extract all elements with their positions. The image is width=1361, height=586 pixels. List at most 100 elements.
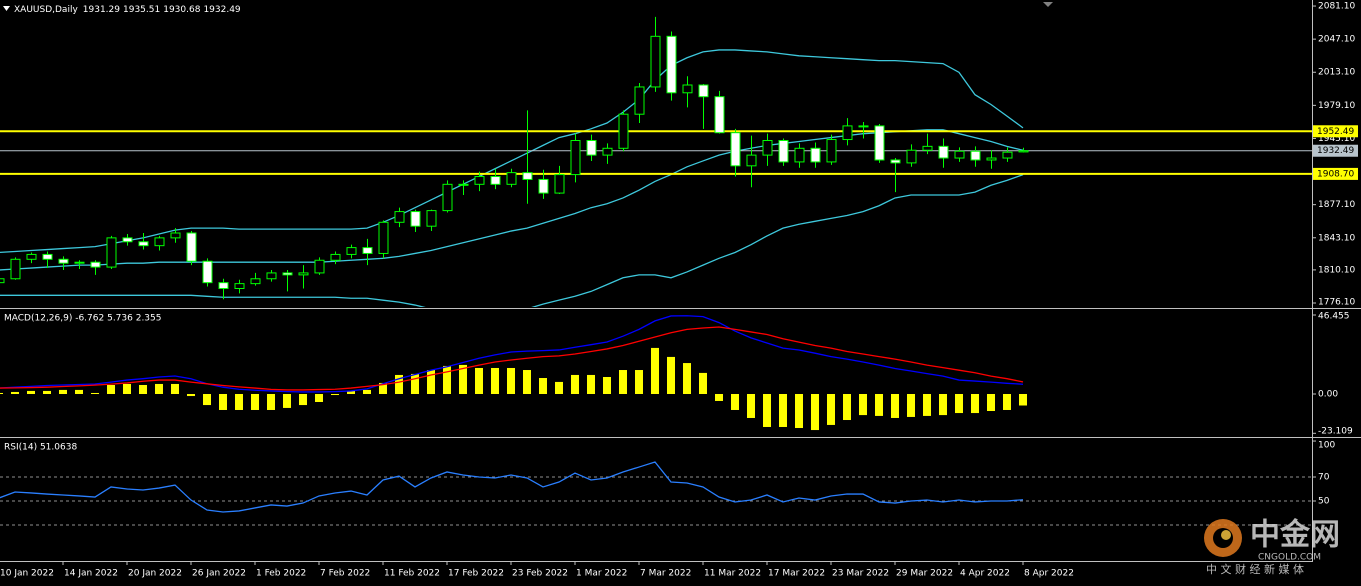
y-tick-label: -23.109 <box>1318 427 1353 437</box>
histogram-bar <box>539 378 547 394</box>
histogram-bar <box>107 384 115 394</box>
candle-body <box>106 237 117 268</box>
candle-body <box>266 272 277 280</box>
y-tick-label: 70 <box>1318 473 1330 483</box>
macd-line <box>0 326 1024 391</box>
candle-body <box>346 247 357 255</box>
histogram-bar <box>459 364 467 394</box>
candle-body <box>874 125 885 161</box>
histogram-bar <box>651 347 659 394</box>
candle-body <box>394 211 405 223</box>
histogram-bar <box>1019 394 1027 406</box>
histogram-bar <box>411 373 419 394</box>
candle-body <box>202 260 213 284</box>
candle-body <box>298 272 309 276</box>
candle-body <box>250 278 261 285</box>
histogram-bar <box>27 390 35 394</box>
histogram-bar <box>219 394 227 410</box>
watermark: 中金网 CNGOLD.COM 中 文 财 经 新 媒 体 <box>1204 518 1340 576</box>
ohlc-value: 1935.51 <box>123 5 160 15</box>
candle-body <box>474 176 485 185</box>
histogram-bar <box>155 383 163 394</box>
histogram-bar <box>251 394 259 410</box>
candle-body <box>938 145 949 159</box>
histogram-bar <box>139 384 147 394</box>
histogram-bar <box>267 394 275 410</box>
x-tick-label: 4 Apr 2022 <box>960 569 1010 579</box>
x-tick-label: 17 Mar 2022 <box>768 569 825 579</box>
histogram-bar <box>619 370 627 394</box>
bollinger-band <box>0 49 1024 254</box>
candle-body <box>234 283 245 290</box>
y-tick-label: 1810.10 <box>1318 265 1355 275</box>
histogram-bar <box>75 389 83 394</box>
candle-body <box>218 282 229 290</box>
histogram-bar <box>779 394 787 427</box>
candle-body <box>954 150 965 159</box>
candle-body <box>330 253 341 261</box>
x-tick-label: 23 Mar 2022 <box>832 569 889 579</box>
y-tick-label: 50 <box>1318 496 1330 506</box>
histogram-bar <box>491 367 499 394</box>
candle-body <box>1018 150 1029 153</box>
x-tick-label: 7 Mar 2022 <box>640 569 691 579</box>
histogram-bar <box>91 392 99 394</box>
x-tick-label: 11 Mar 2022 <box>704 569 761 579</box>
candle-body <box>714 96 725 134</box>
chart-shift-marker <box>1043 2 1053 7</box>
candle-body <box>122 237 133 243</box>
histogram-bar <box>187 394 195 397</box>
candle-body <box>794 147 805 163</box>
y-tick-label: 0.00 <box>1318 390 1338 400</box>
x-tick-label: 10 Jan 2022 <box>0 569 54 579</box>
histogram-bar <box>603 376 611 394</box>
candle-body <box>730 132 741 167</box>
candle-body <box>138 241 149 247</box>
candle-body <box>666 35 677 94</box>
histogram-bar <box>715 394 723 401</box>
ohlc-value: 1932.49 <box>203 5 240 15</box>
candle-body <box>170 232 181 239</box>
candle-body <box>602 147 613 156</box>
y-tick-label: 1979.10 <box>1318 101 1355 111</box>
x-tick-label: 8 Apr 2022 <box>1024 569 1074 579</box>
candle-body <box>522 172 533 180</box>
histogram-bar <box>811 394 819 431</box>
candle-body <box>906 149 917 164</box>
y-tick-label: 1843.10 <box>1318 233 1355 243</box>
histogram-bar <box>667 356 675 394</box>
candle-body <box>378 221 389 254</box>
candle-body <box>810 147 821 163</box>
x-tick-label: 26 Jan 2022 <box>192 569 246 579</box>
y-tick-label: 2081.10 <box>1318 2 1355 12</box>
candle-body <box>826 139 837 163</box>
macd-title: MACD(12,26,9) -6.762 5.736 2.355 <box>4 314 161 324</box>
histogram-bar <box>283 394 291 408</box>
rsi-title: RSI(14) 51.0638 <box>4 443 77 453</box>
histogram-bar <box>379 382 387 394</box>
ohlc-value: 1931.29 <box>83 5 120 15</box>
histogram-bar <box>363 389 371 394</box>
y-tick-label: 100 <box>1318 441 1335 451</box>
plot-area <box>0 461 1312 526</box>
y-tick-label: 2013.10 <box>1318 68 1355 78</box>
candle-body <box>282 272 293 276</box>
candle-body <box>42 253 53 260</box>
chart-header: XAUUSD,Daily 1931.29 1935.51 1930.68 1932.49 <box>14 5 241 15</box>
y-tick-label: 1877.10 <box>1318 200 1355 210</box>
histogram-bar <box>331 394 339 396</box>
histogram-bar <box>747 394 755 418</box>
histogram-bar <box>635 370 643 394</box>
candle-body <box>1002 151 1013 159</box>
candle-body <box>634 86 645 115</box>
candle-body <box>90 261 101 268</box>
candle-body <box>538 178 549 194</box>
candle-body <box>570 140 581 176</box>
candle-body <box>890 159 901 164</box>
candle-body <box>186 232 197 262</box>
x-tick-label: 29 Mar 2022 <box>896 569 953 579</box>
histogram-bar <box>235 394 243 410</box>
histogram-bar <box>1003 394 1011 410</box>
